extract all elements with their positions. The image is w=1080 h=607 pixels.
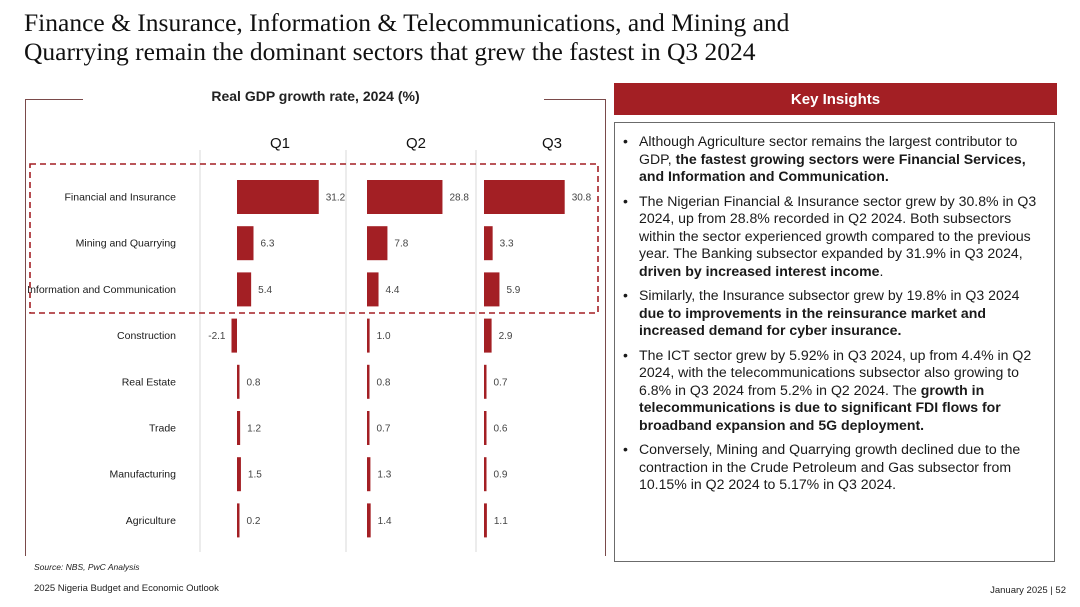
insight-item: Similarly, the Insurance subsector grew … [623, 287, 1048, 340]
value-label: -2.1 [208, 331, 226, 342]
frame-right [605, 99, 606, 556]
category-label: Construction [117, 330, 176, 342]
bar [367, 226, 388, 261]
value-label: 1.3 [377, 470, 391, 481]
value-label: 6.3 [261, 239, 275, 250]
frame-top-left [25, 99, 83, 100]
value-label: 1.1 [494, 516, 508, 527]
footer-date-page: January 2025 | 52 [990, 585, 1066, 596]
slide-title-line-1: Finance & Insurance, Information & Telec… [24, 8, 790, 37]
bar [237, 180, 319, 214]
bar [367, 457, 371, 492]
highlight-box [29, 163, 599, 314]
category-label: Mining and Quarrying [76, 238, 177, 250]
panel-label-q1: Q1 [270, 135, 290, 152]
bar [484, 318, 492, 353]
bar [484, 272, 500, 307]
bar [367, 411, 370, 445]
bar [484, 180, 565, 214]
bar [484, 364, 487, 399]
insight-text: Conversely, Mining and Quarrying growth … [639, 441, 1021, 492]
footer-report-name: 2025 Nigeria Budget and Economic Outlook [34, 583, 219, 594]
key-insights-list: Although Agriculture sector remains the … [615, 123, 1054, 494]
source-note: Source: NBS, PwC Analysis [34, 562, 140, 572]
value-label: 0.2 [247, 516, 261, 527]
bar [367, 272, 379, 307]
panel-label-q3: Q3 [542, 135, 562, 152]
key-insights-header: Key Insights [614, 83, 1057, 115]
bar [484, 411, 487, 445]
value-label: 30.8 [572, 193, 592, 204]
value-label: 0.8 [377, 377, 391, 388]
insight-item: The Nigerian Financial & Insurance secto… [623, 193, 1048, 281]
value-label: 2.9 [499, 331, 513, 342]
bar [367, 364, 370, 399]
value-label: 0.6 [494, 424, 508, 435]
bar [367, 503, 371, 538]
key-insights-title: Key Insights [790, 90, 881, 108]
value-label: 0.7 [494, 377, 508, 388]
category-label: Trade [149, 423, 176, 435]
value-label: 0.9 [494, 470, 508, 481]
insight-text: Similarly, the Insurance subsector grew … [639, 287, 1020, 303]
insight-text: The Nigerian Financial & Insurance secto… [639, 192, 1037, 262]
bar [484, 457, 487, 492]
value-label: 28.8 [449, 193, 469, 204]
insight-item: Conversely, Mining and Quarrying growth … [623, 441, 1048, 494]
panel-label-q2: Q2 [406, 135, 426, 152]
value-label: 3.3 [500, 239, 514, 250]
frame-top-right [544, 99, 606, 100]
slide-title: Finance & Insurance, Information & Telec… [24, 8, 1024, 66]
bar [231, 318, 237, 353]
bar [237, 411, 241, 445]
bar [237, 457, 241, 492]
slide-title-line-2: Quarrying remain the dominant sectors th… [24, 37, 756, 66]
chart-title-text: Real GDP growth rate, 2024 (%) [199, 88, 432, 104]
chart-frame [25, 99, 606, 556]
insight-item: The ICT sector grew by 5.92% in Q3 2024,… [623, 347, 1048, 435]
insight-bold-text: the fastest growing sectors were Financi… [639, 150, 1026, 185]
category-label: Agriculture [126, 515, 176, 527]
value-label: 1.0 [377, 331, 391, 342]
value-label: 0.7 [377, 424, 391, 435]
insight-bold-text: growth in telecommunications is due to s… [639, 381, 1001, 433]
bar [367, 318, 370, 353]
value-label: 31.2 [326, 193, 346, 204]
bar [484, 226, 493, 261]
gdp-growth-chart: Q1 Q2 Q3 Financial and Insurance Mining and … [27, 135, 599, 552]
value-label: 4.4 [386, 285, 400, 296]
key-insights-box: Although Agriculture sector remains the … [614, 122, 1055, 562]
value-label: 1.4 [378, 516, 392, 527]
frame-left [25, 99, 26, 556]
chart-title: Real GDP growth rate, 2024 (%) [25, 88, 606, 104]
category-label: Information and Communication [27, 284, 176, 296]
bar [367, 180, 443, 214]
category-label: Manufacturing [109, 469, 176, 481]
insight-bold-text: due to improvements in the reinsurance m… [639, 304, 986, 339]
value-label: 1.2 [247, 424, 261, 435]
bar [237, 503, 240, 538]
category-label: Financial and Insurance [65, 192, 177, 204]
bar [484, 503, 487, 538]
insight-text: Although Agriculture sector remains the … [639, 133, 1018, 167]
bar [237, 272, 252, 307]
value-label: 0.8 [247, 377, 261, 388]
insight-text: The ICT sector grew by 5.92% in Q3 2024,… [639, 346, 1032, 398]
category-label: Real Estate [122, 376, 176, 388]
value-label: 5.9 [506, 285, 520, 296]
bar [237, 226, 254, 261]
insight-item: Although Agriculture sector remains the … [623, 133, 1048, 186]
value-label: 1.5 [248, 470, 262, 481]
bar [237, 364, 240, 399]
value-label: 7.8 [394, 239, 408, 250]
insight-tail-text: . [879, 262, 884, 279]
value-label: 5.4 [258, 285, 272, 296]
insight-bold-text: driven by increased interest income [639, 262, 880, 279]
